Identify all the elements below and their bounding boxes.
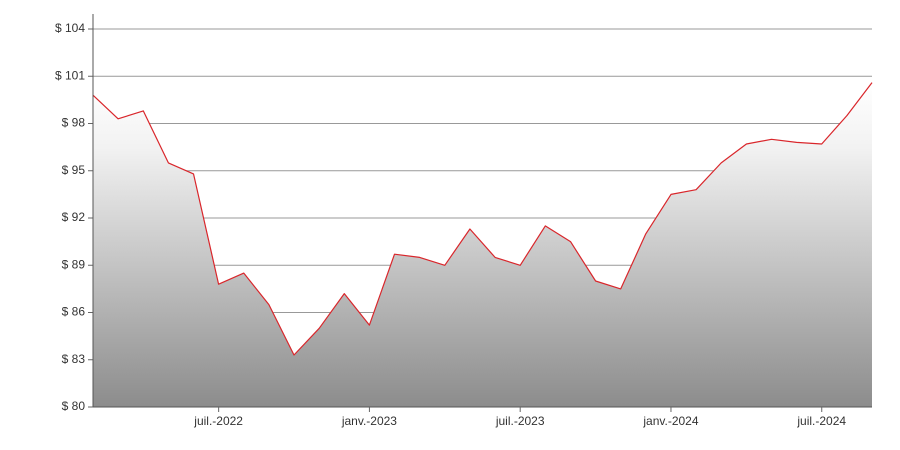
y-tick-label: $ 89 xyxy=(62,257,86,271)
y-tick-label: $ 80 xyxy=(62,399,86,413)
y-tick-label: $ 101 xyxy=(55,68,85,82)
y-tick-label: $ 86 xyxy=(62,305,86,319)
y-tick-label: $ 98 xyxy=(62,116,86,130)
line xyxy=(92,82,873,356)
y-tick-label: $ 92 xyxy=(62,210,86,224)
x-tick-label: juil.-2022 xyxy=(193,414,243,428)
x-tick-label: janv.-2024 xyxy=(642,414,698,428)
x-tick-label: juil.-2023 xyxy=(495,414,545,428)
y-tick-label: $ 104 xyxy=(55,21,85,35)
area xyxy=(93,82,872,407)
y-tick-label: $ 95 xyxy=(62,163,86,177)
x-tick-label: janv.-2023 xyxy=(341,414,397,428)
y-tick-label: $ 83 xyxy=(62,352,86,366)
x-tick-label: juil.-2024 xyxy=(796,414,846,428)
